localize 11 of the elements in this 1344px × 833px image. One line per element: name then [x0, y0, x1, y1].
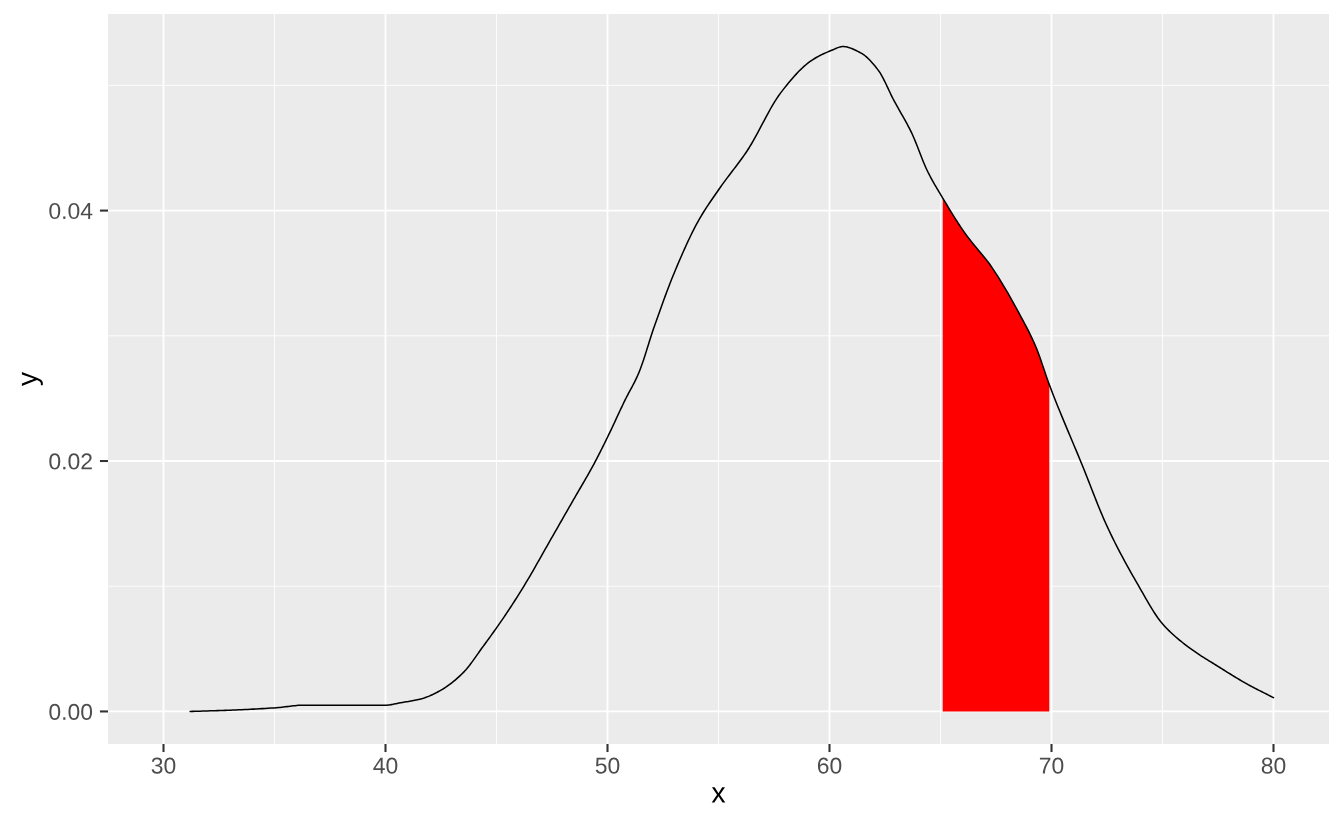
x-tick-label: 70 [1039, 757, 1064, 774]
x-tick-label: 40 [373, 757, 398, 774]
x-tick-label: 80 [1261, 757, 1286, 774]
x-tick-label: 60 [817, 757, 842, 774]
x-tick-label: 50 [595, 757, 620, 774]
y-tick-label: 0.02 [49, 453, 92, 470]
x-axis-title: x [711, 787, 726, 803]
x-tick-label: 30 [151, 757, 176, 774]
y-tick-label: 0.00 [49, 703, 93, 720]
y-axis-title: y [21, 371, 43, 387]
y-tick-label: 0.04 [49, 202, 93, 220]
